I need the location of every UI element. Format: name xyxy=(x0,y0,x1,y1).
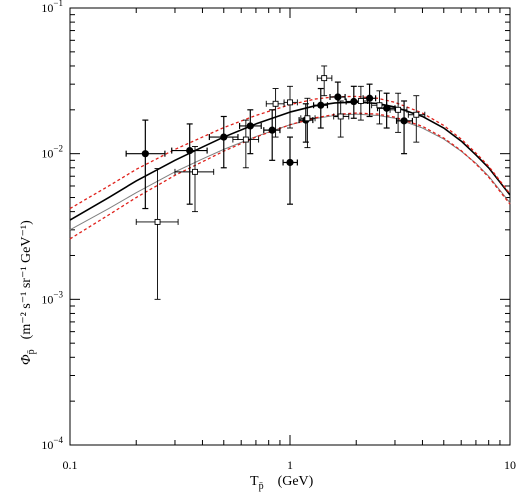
data-point-circle xyxy=(282,136,298,205)
y-tick-label-base: 10 xyxy=(41,292,53,306)
data-point-square xyxy=(316,65,333,97)
y-tick-label-base: 10 xyxy=(41,438,53,452)
y-tick-label-exponent: −4 xyxy=(53,435,63,445)
y-axis-label-sub: p̄ xyxy=(26,349,37,354)
x-axis-label-main: T xyxy=(250,474,259,489)
point-marker-square xyxy=(192,168,198,175)
point-marker-square xyxy=(154,218,161,225)
data-point-square xyxy=(283,85,298,129)
data-point-square xyxy=(371,90,388,125)
data-points xyxy=(125,65,426,300)
data-point-circle xyxy=(312,87,329,129)
data-point-square xyxy=(389,92,408,133)
point-marker-square xyxy=(321,75,328,82)
axis-ticks xyxy=(69,8,510,446)
data-point-circle xyxy=(125,119,166,210)
y-tick-label-exponent: −3 xyxy=(53,289,63,299)
data-point-square xyxy=(232,119,260,169)
point-marker-circle xyxy=(186,146,194,155)
point-marker-square xyxy=(357,98,364,104)
point-marker-circle xyxy=(317,101,325,109)
x-axis-label-sub: p̄ xyxy=(259,481,264,492)
point-marker-circle xyxy=(268,126,276,134)
point-marker-circle xyxy=(383,104,391,112)
point-marker-circle xyxy=(141,150,149,158)
data-point-circle xyxy=(376,92,396,129)
y-axis-label-main: Φ xyxy=(19,354,34,365)
x-tick-label: 10 xyxy=(504,458,516,472)
data-point-square xyxy=(265,88,285,138)
data-point-circle xyxy=(329,81,346,118)
point-marker-square xyxy=(242,136,249,143)
point-marker-circle xyxy=(220,133,228,141)
point-marker-square xyxy=(272,100,279,107)
point-marker-circle xyxy=(286,158,294,167)
y-tick-label-base: 10 xyxy=(41,147,53,161)
point-marker-square xyxy=(337,113,344,120)
x-tick-label: 1 xyxy=(287,458,293,472)
data-point-square xyxy=(300,97,316,149)
y-tick-label: 10−3 xyxy=(41,289,63,306)
y-tick-label-exponent: −2 xyxy=(53,144,63,154)
point-marker-square xyxy=(376,102,383,109)
data-point-circle xyxy=(238,109,262,155)
point-marker-circle xyxy=(334,93,342,101)
y-tick-label-exponent: −1 xyxy=(53,0,63,8)
point-marker-square xyxy=(413,111,420,118)
point-marker-circle xyxy=(246,122,254,130)
data-point-square xyxy=(353,85,368,121)
data-point-circle xyxy=(171,123,208,205)
y-axis-label: Φp̄ (m⁻² s⁻¹ sr⁻¹ GeV⁻¹) xyxy=(19,220,37,365)
plot-frame xyxy=(69,7,511,446)
band-curve-lower xyxy=(69,112,511,240)
y-axis-label-unit: (m⁻² s⁻¹ sr⁻¹ GeV⁻¹) xyxy=(19,220,34,339)
data-point-square xyxy=(135,168,179,300)
data-point-circle xyxy=(362,83,377,118)
data-point-square xyxy=(333,100,350,138)
y-tick-label-base: 10 xyxy=(41,1,53,15)
model-curve-main xyxy=(69,101,511,221)
data-point-square xyxy=(174,146,215,213)
point-marker-square xyxy=(287,99,293,106)
y-tick-label: 10−2 xyxy=(41,144,63,161)
x-axis-label-unit: (GeV) xyxy=(278,474,314,489)
data-point-circle xyxy=(263,109,281,161)
data-point-circle xyxy=(208,115,239,169)
point-marker-circle xyxy=(400,117,408,125)
x-tick-label: 0.1 xyxy=(63,458,78,472)
y-tick-label: 10−4 xyxy=(41,435,63,452)
point-marker-square xyxy=(395,106,402,113)
x-axis-label: Tp̄ (GeV) xyxy=(250,474,314,492)
point-marker-square xyxy=(304,115,311,122)
y-tick-label: 10−1 xyxy=(41,0,63,15)
data-point-square xyxy=(407,95,426,143)
